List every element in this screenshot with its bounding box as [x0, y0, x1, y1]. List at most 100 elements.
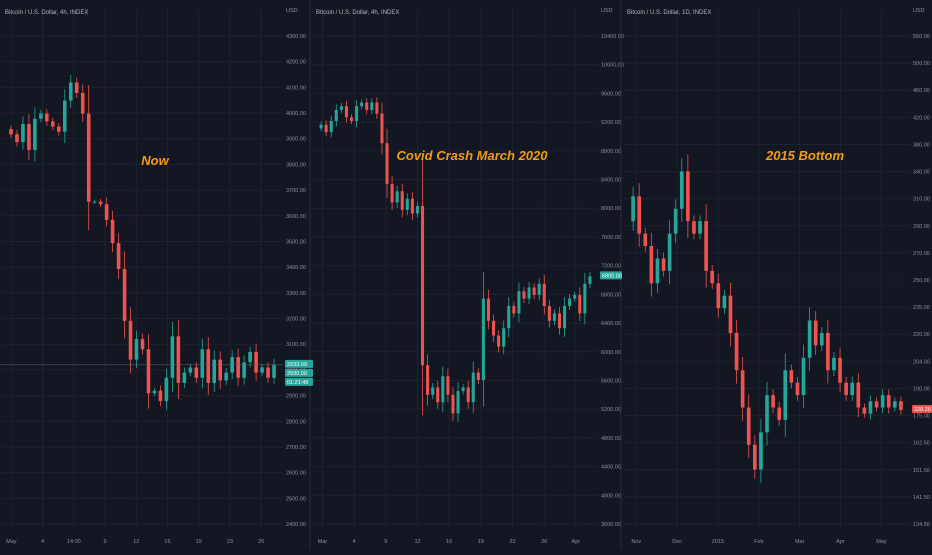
candle-body [481, 298, 485, 380]
candle-body [850, 382, 855, 396]
y-tick-label: 2800.00 [286, 419, 306, 425]
y-tick-label: 162.50 [913, 441, 930, 447]
y-tick-label: 10400.00 [601, 34, 624, 40]
x-tick-label: 26 [258, 539, 264, 545]
candle-body [176, 336, 181, 383]
candle-body [783, 370, 788, 420]
x-tick-label: May [6, 539, 17, 545]
x-tick-label: 4 [41, 539, 44, 545]
candle-body [68, 82, 73, 101]
candle-body [832, 357, 836, 371]
candle-body [21, 123, 25, 143]
candle-body [188, 367, 193, 373]
candle-body [813, 320, 818, 346]
candle-body [128, 320, 133, 360]
candle-body [552, 313, 556, 321]
candle-body [631, 196, 635, 222]
chart-annotation: Now [141, 153, 169, 168]
candle-body [537, 283, 541, 295]
candle-body [446, 376, 450, 395]
candle-body [661, 258, 666, 271]
y-tick-label: 220.00 [913, 332, 930, 338]
candle-body [771, 395, 775, 408]
x-tick-label: Dec [672, 539, 682, 545]
x-tick-label: 9 [384, 539, 387, 545]
candle-body [492, 320, 496, 336]
candle-body [746, 407, 751, 445]
candle-body [649, 246, 654, 284]
y-tick-label: 9200.00 [601, 120, 621, 126]
x-tick-label: 26 [541, 539, 547, 545]
candle-body [801, 357, 806, 396]
candle-body [880, 395, 885, 408]
candle-body [436, 387, 440, 403]
x-tick-label: 23 [509, 539, 515, 545]
x-tick-label: 16 [164, 539, 170, 545]
candle-body [140, 338, 145, 350]
candle-body [134, 338, 139, 360]
y-tick-label: 190.00 [913, 386, 930, 392]
candle-body [862, 407, 867, 414]
last-price-badge [912, 404, 932, 413]
candle-body [385, 143, 389, 184]
y-tick-label: 4200.00 [286, 60, 306, 66]
y-tick-label: 380.00 [913, 142, 930, 148]
x-tick-label: 12 [414, 539, 420, 545]
last-price-label: 2930.00 [287, 371, 307, 377]
candle-body [856, 382, 861, 408]
y-tick-label: 6000.00 [601, 350, 621, 356]
y-tick-label: 235.00 [913, 305, 930, 311]
candle-body [329, 121, 333, 133]
candle-body [110, 219, 115, 244]
y-tick-label: 250.00 [913, 278, 930, 284]
candle-body [324, 124, 328, 133]
candle-body [206, 349, 211, 383]
candle-body [405, 198, 409, 210]
candle-body [578, 294, 582, 314]
candle-body [236, 357, 240, 378]
last-price-badge [285, 368, 313, 377]
candle-body [45, 113, 49, 122]
candle-body [74, 82, 79, 93]
y-tick-label: 3700.00 [286, 188, 306, 194]
candle-body [461, 387, 465, 392]
candle-body [542, 283, 546, 306]
candle-body [486, 298, 490, 321]
candle-body [686, 171, 690, 222]
x-tick-label: 2015 [712, 539, 724, 545]
candle-body [360, 102, 364, 107]
y-tick-label: 460.00 [913, 88, 930, 94]
last-price-badge [285, 359, 313, 368]
candle-body [380, 113, 384, 144]
chart-title: Bitcoin / U.S. Dollar, 4h, INDEX [5, 10, 88, 16]
y-tick-label: 151.50 [913, 468, 930, 474]
candle-body [218, 359, 223, 381]
candle-body [51, 121, 55, 127]
candle-body [886, 395, 891, 408]
candle-body [471, 372, 475, 403]
candle-body [777, 407, 781, 420]
y-tick-label: 4000.00 [601, 493, 621, 499]
y-tick-label: 10000.00 [601, 63, 624, 69]
y-tick-label: 6400.00 [601, 321, 621, 327]
candle-body [868, 401, 873, 414]
candle-body [194, 367, 199, 378]
candle-body [522, 291, 526, 299]
candle-body [426, 365, 430, 395]
candle-body [588, 276, 592, 284]
candle-body [370, 102, 374, 110]
y-tick-label: 6800.00 [601, 292, 621, 298]
y-tick-label: 175.00 [913, 414, 930, 420]
candle-body [466, 387, 470, 403]
y-tick-label: 3600.00 [601, 522, 621, 528]
y-tick-label: 3600.00 [286, 214, 306, 220]
candle-body [728, 295, 733, 333]
candle-body [753, 444, 757, 470]
y-tick-label: 3800.00 [286, 162, 306, 168]
x-tick-label: Feb [754, 539, 763, 545]
x-tick-label: 23 [227, 539, 233, 545]
y-tick-label: 4400.00 [601, 465, 621, 471]
y-tick-label: 5600.00 [601, 378, 621, 384]
candle-body [740, 370, 745, 408]
candle-body [573, 294, 577, 299]
